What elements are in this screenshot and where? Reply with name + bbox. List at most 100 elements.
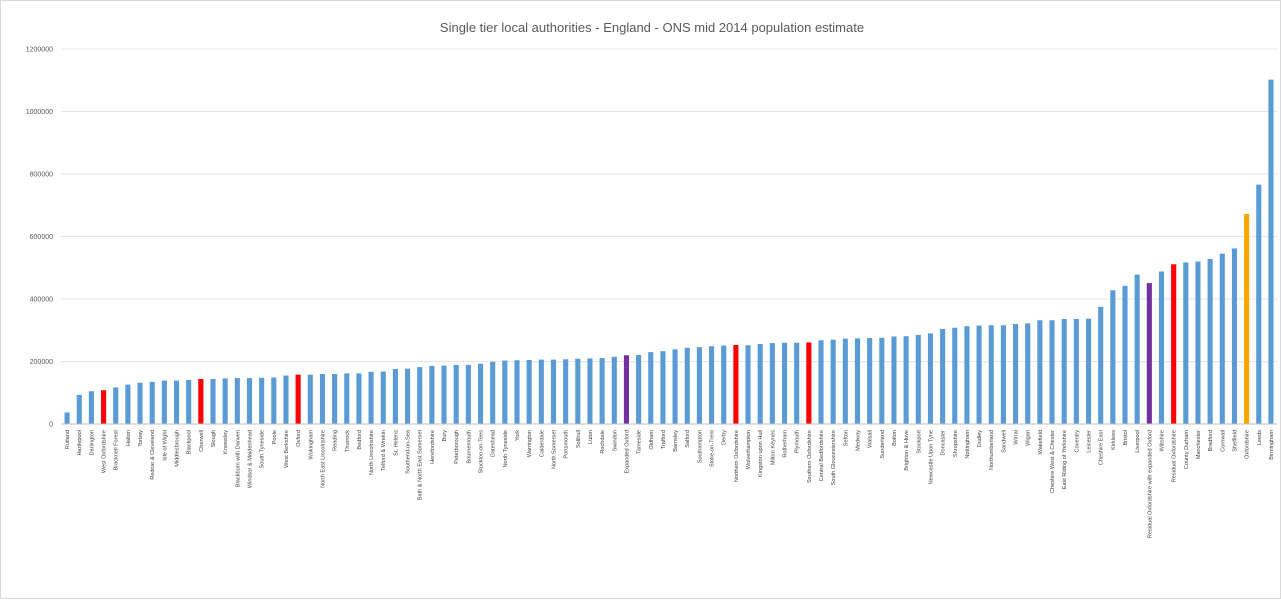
x-tick-label: Warrington xyxy=(527,430,533,457)
y-tick-label: 600000 xyxy=(30,234,53,241)
x-tick-label: South Gloucestershire xyxy=(831,430,837,485)
x-tick-label: Sheffield xyxy=(1232,430,1238,452)
bar xyxy=(526,359,532,424)
x-tick-label: Milton Keynes xyxy=(770,430,776,465)
x-tick-label: Rotherham xyxy=(783,430,789,458)
bar xyxy=(1171,264,1177,424)
bar xyxy=(1122,285,1128,425)
bar xyxy=(186,379,192,424)
bar xyxy=(927,333,933,425)
bar xyxy=(575,358,581,424)
x-tick-label: North Somerset xyxy=(551,430,557,470)
x-tick-label: Rutland xyxy=(65,430,71,449)
bar xyxy=(246,378,253,424)
bar xyxy=(879,337,885,424)
bar xyxy=(709,346,715,424)
x-tick-label: Doncaster xyxy=(941,430,947,456)
bar xyxy=(940,329,946,424)
x-tick-label: Expanded Oxford xyxy=(624,430,630,474)
x-tick-label: Poole xyxy=(272,430,278,444)
x-tick-label: Luton xyxy=(588,430,594,444)
x-tick-label: Wakefield xyxy=(1038,430,1044,454)
bar xyxy=(125,384,131,425)
x-tick-label: Halton xyxy=(126,430,132,446)
x-tick-label: Bracknell Forest xyxy=(114,430,120,471)
x-tick-label: South Tyneside xyxy=(260,430,266,468)
bar xyxy=(332,374,338,424)
x-tick-label: Northern Oxfordshire xyxy=(734,430,740,482)
bar xyxy=(295,374,301,425)
bar xyxy=(307,374,313,425)
bar xyxy=(976,325,982,424)
x-tick-label: Bournemouth xyxy=(466,430,472,464)
x-tick-label: Windsor & Maidenhead xyxy=(247,430,253,488)
bar xyxy=(1013,324,1019,424)
x-tick-label: West Oxfordshire xyxy=(102,430,108,473)
bar xyxy=(781,342,788,424)
x-tick-label: Residual Oxfordshire with expanded Oxfor… xyxy=(1147,430,1153,538)
x-tick-label: Tameside xyxy=(637,430,643,454)
x-tick-label: Residual Oxfordshire xyxy=(1172,430,1178,482)
x-tick-label: Northumberland xyxy=(989,430,995,470)
x-tick-label: Herefordshire xyxy=(430,430,436,464)
bar xyxy=(733,344,739,424)
bar xyxy=(1098,306,1104,424)
y-tick-label: 1000000 xyxy=(26,109,53,116)
bar xyxy=(441,365,447,424)
bar xyxy=(1085,318,1092,424)
bar xyxy=(636,354,642,424)
bar xyxy=(173,380,180,424)
bar xyxy=(64,412,70,424)
x-tick-label: Wirral xyxy=(1014,430,1020,445)
bar xyxy=(417,367,423,425)
x-tick-label: Southend-on-Sea xyxy=(406,429,412,474)
bar xyxy=(648,352,654,425)
bar xyxy=(1037,320,1043,424)
x-tick-label: Rochdale xyxy=(600,430,606,454)
bar xyxy=(380,371,386,424)
bar xyxy=(1025,323,1031,425)
x-tick-label: Sefton xyxy=(843,430,849,446)
x-tick-label: Gateshead xyxy=(491,430,497,457)
bar xyxy=(198,379,204,424)
bar xyxy=(514,360,520,424)
x-tick-label: Swindon xyxy=(612,430,618,451)
x-axis-ticks: Rutland Hartlepool Darlington West Oxfordsh… xyxy=(65,429,1275,538)
x-tick-label: Hartlepool xyxy=(77,430,83,456)
bar xyxy=(854,338,861,425)
x-tick-label: Southern Oxfordshire xyxy=(807,430,813,483)
bar xyxy=(830,339,836,425)
x-tick-label: Cheshire East xyxy=(1099,430,1105,466)
bar xyxy=(356,373,362,425)
x-tick-label: Brighton & Hove xyxy=(904,430,910,471)
bar xyxy=(465,364,471,424)
x-tick-label: Middlesbrough xyxy=(175,430,181,467)
bar xyxy=(1073,319,1079,424)
bar xyxy=(405,368,411,424)
x-tick-label: Stockton-on-Tees xyxy=(479,430,485,474)
bar xyxy=(611,356,617,424)
x-tick-label: Liverpool xyxy=(1135,430,1141,453)
bar xyxy=(563,359,569,424)
bar xyxy=(538,359,544,425)
bar xyxy=(1268,79,1274,425)
bar xyxy=(769,343,775,424)
x-tick-label: Kingston upon Hull xyxy=(758,430,764,477)
x-tick-label: Wigan xyxy=(1026,430,1032,446)
bar xyxy=(867,338,873,424)
bar xyxy=(660,351,666,424)
x-tick-label: Derby xyxy=(722,430,728,445)
x-tick-label: Oldham xyxy=(649,430,655,450)
y-axis-ticks: 0 200000 400000 600000 800000 1000000 1200000 xyxy=(26,47,53,429)
bar xyxy=(721,345,727,424)
bar xyxy=(1146,283,1152,424)
bar xyxy=(234,378,240,424)
bar xyxy=(453,364,459,424)
bars xyxy=(64,79,1274,425)
x-tick-label: East Riding of Yorkshire xyxy=(1062,430,1068,489)
bar xyxy=(757,344,763,424)
bar xyxy=(477,363,484,424)
bar xyxy=(599,358,605,424)
bar xyxy=(915,334,921,424)
